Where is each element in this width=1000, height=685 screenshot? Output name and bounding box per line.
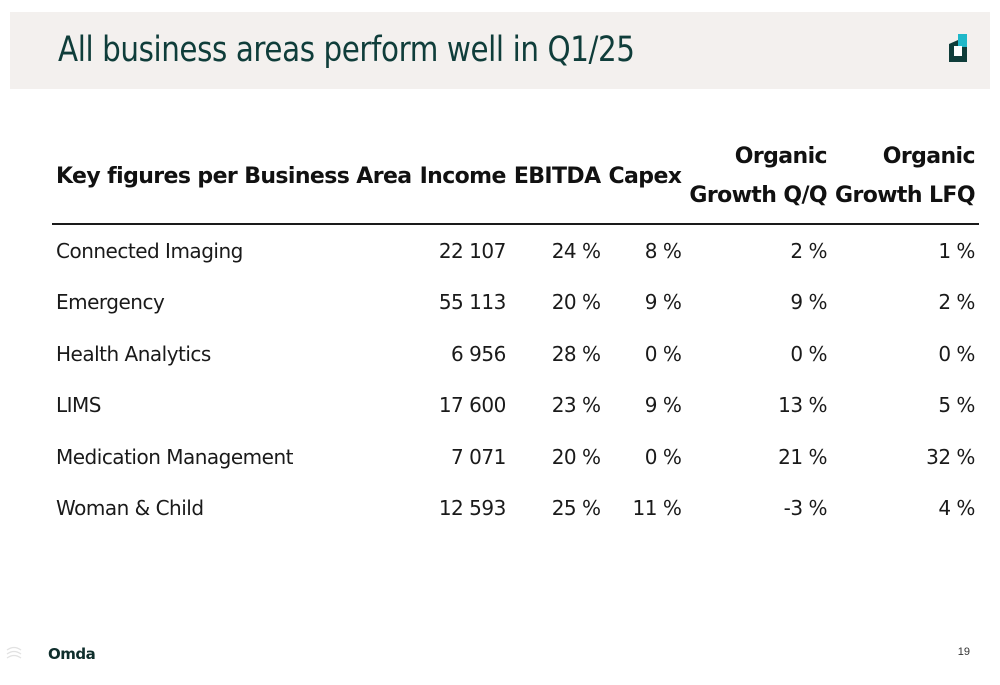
cell-growth-lfq: 5 %	[938, 393, 975, 418]
cell-growth-lfq: 1 %	[938, 238, 975, 263]
header-business-area: Key figures per Business Area	[52, 137, 416, 225]
slide-title: All business areas perform well in Q1/25	[58, 30, 635, 70]
cell-capex: 9 %	[644, 393, 682, 418]
cell-capex: 0 %	[644, 444, 682, 469]
brand-wordmark: Omda	[48, 645, 96, 663]
table-row: Emergency 55 113 20 % 9 % 9 % 2 %	[52, 277, 979, 329]
table-row: Woman & Child 12 593 25 % 11 % -3 % 4 %	[52, 483, 979, 535]
table-row: Medication Management 7 071 20 % 0 % 21 …	[52, 431, 979, 483]
cell-income: 55 113	[438, 290, 506, 315]
header-capex: Capex	[604, 137, 686, 225]
header-income: Income	[415, 137, 510, 225]
cell-income: 12 593	[438, 496, 506, 521]
omda-watermark-icon	[6, 646, 22, 659]
cell-income: 7 071	[451, 444, 506, 469]
cell-ebitda: 28 %	[551, 341, 601, 366]
omda-logo-mark-icon	[949, 34, 967, 62]
cell-growth-qq: 13 %	[778, 393, 827, 418]
key-figures-table: Key figures per Business Area Income EBI…	[52, 137, 979, 534]
cell-growth-qq: -3 %	[783, 496, 828, 521]
cell-ebitda: 25 %	[551, 496, 601, 521]
cell-income: 6 956	[451, 341, 506, 366]
header-organic-growth-lfq: Organic Growth LFQ	[830, 137, 979, 225]
header-organic-growth-qq-line1: Organic	[734, 144, 828, 169]
cell-growth-lfq: 32 %	[926, 444, 975, 469]
table-row: Connected Imaging 22 107 24 % 8 % 2 % 1 …	[52, 224, 979, 277]
cell-capex: 11 %	[632, 496, 682, 521]
cell-capex: 0 %	[644, 341, 682, 366]
cell-ebitda: 20 %	[551, 444, 601, 469]
title-band: All business areas perform well in Q1/25	[10, 12, 990, 89]
cell-capex: 9 %	[644, 290, 682, 315]
cell-name: Medication Management	[56, 444, 293, 469]
header-organic-growth-qq: Organic Growth Q/Q	[685, 137, 831, 225]
cell-ebitda: 20 %	[551, 290, 601, 315]
cell-growth-qq: 21 %	[778, 444, 827, 469]
cell-growth-qq: 0 %	[790, 341, 827, 366]
cell-ebitda: 23 %	[551, 393, 601, 418]
header-organic-growth-qq-line2: Growth Q/Q	[689, 183, 827, 208]
cell-growth-lfq: 2 %	[938, 290, 975, 315]
cell-growth-lfq: 4 %	[938, 496, 975, 521]
page-number: 19	[957, 646, 970, 658]
table-row: LIMS 17 600 23 % 9 % 13 % 5 %	[52, 380, 979, 432]
cell-name: Connected Imaging	[56, 238, 243, 263]
cell-income: 17 600	[438, 393, 506, 418]
cell-growth-qq: 2 %	[790, 238, 827, 263]
cell-growth-qq: 9 %	[790, 290, 827, 315]
cell-ebitda: 24 %	[551, 238, 601, 263]
cell-name: LIMS	[56, 393, 101, 418]
cell-capex: 8 %	[644, 238, 682, 263]
cell-name: Emergency	[56, 290, 165, 315]
table-row: Health Analytics 6 956 28 % 0 % 0 % 0 %	[52, 328, 979, 380]
cell-growth-lfq: 0 %	[938, 341, 975, 366]
header-organic-growth-lfq-line1: Organic	[882, 144, 976, 169]
cell-name: Woman & Child	[56, 496, 204, 521]
cell-name: Health Analytics	[56, 341, 211, 366]
header-ebitda: EBITDA	[509, 137, 605, 225]
header-organic-growth-lfq-line2: Growth LFQ	[834, 183, 976, 208]
cell-income: 22 107	[438, 238, 506, 263]
table-header-row: Key figures per Business Area Income EBI…	[52, 137, 979, 225]
